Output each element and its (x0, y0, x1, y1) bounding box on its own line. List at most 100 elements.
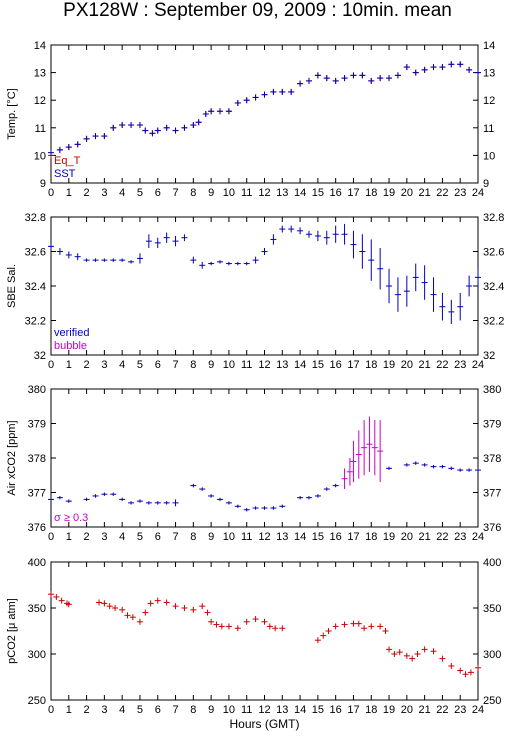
x-tick-label: 7 (172, 359, 178, 371)
data-point (368, 239, 375, 281)
x-tick-label: 16 (330, 187, 342, 199)
data-point (234, 261, 241, 266)
panel-4: 0 1 2 3 4 5 6 7 8 9 10 11 12 13 14 15 16 17 18 19 20 21 22 23 24… (6, 557, 501, 731)
x-tick-label: 6 (155, 359, 161, 371)
data-point (297, 227, 304, 235)
data-point (377, 420, 384, 483)
y-tick-label-left: 377 (28, 488, 46, 500)
data-point (142, 609, 149, 616)
data-point (332, 225, 339, 243)
x-tick-label: 10 (223, 704, 235, 716)
data-point (386, 268, 393, 304)
x-tick-label: 23 (454, 187, 466, 199)
x-tick-label: 24 (472, 187, 484, 199)
x-tick-label: 15 (312, 187, 324, 199)
data-point (323, 487, 330, 491)
data-point (252, 94, 259, 101)
legend-entry: bubble (54, 340, 87, 352)
y-tick-label-right: 400 (483, 557, 501, 569)
data-point (147, 600, 154, 607)
x-tick-label: 7 (172, 531, 178, 543)
x-tick-label: 18 (365, 187, 377, 199)
data-point (323, 75, 330, 82)
data-point (208, 494, 215, 498)
data-point (101, 133, 108, 140)
data-point (270, 234, 277, 245)
data-point (332, 483, 339, 488)
data-point (172, 235, 179, 247)
x-tick-label: 1 (66, 359, 72, 371)
x-tick-label: 5 (137, 531, 143, 543)
data-point (58, 597, 65, 604)
data-point (371, 420, 378, 476)
data-point (112, 605, 119, 611)
y-tick-label-left: 400 (28, 557, 46, 569)
x-axis-label: Hours (GMT) (230, 717, 300, 731)
data-point (377, 75, 384, 82)
data-point (297, 495, 304, 500)
x-tick-label: 2 (84, 704, 90, 716)
data-point (359, 72, 366, 79)
data-point (234, 625, 241, 632)
data-point (261, 618, 268, 625)
data-point (149, 130, 156, 137)
y-tick-label-right: 377 (483, 488, 501, 500)
data-point (172, 499, 179, 507)
x-tick-label: 6 (155, 187, 161, 199)
data-point (225, 261, 232, 266)
data-point (305, 77, 312, 84)
x-tick-label: 5 (137, 359, 143, 371)
data-point (119, 497, 126, 502)
x-tick-label: 5 (137, 187, 143, 199)
data-point (181, 234, 188, 242)
x-tick-label: 0 (48, 187, 54, 199)
data-point (128, 122, 135, 129)
x-tick-label: 9 (208, 359, 214, 371)
y-tick-label-right: 13 (483, 68, 495, 80)
x-tick-label: 14 (294, 359, 306, 371)
data-point (119, 606, 126, 613)
data-point (199, 603, 206, 610)
y-tick-label-right: 250 (483, 695, 501, 707)
data-point (252, 616, 259, 623)
data-point (386, 75, 393, 82)
data-point (119, 258, 126, 262)
data-point (266, 623, 273, 630)
data-point (136, 122, 143, 129)
data-point (341, 75, 348, 82)
x-tick-label: 6 (155, 704, 161, 716)
data-point (190, 122, 197, 129)
x-tick-label: 21 (419, 187, 431, 199)
data-point (234, 99, 241, 106)
x-tick-label: 21 (419, 704, 431, 716)
data-point (243, 261, 250, 266)
x-tick-label: 7 (172, 187, 178, 199)
data-point (414, 651, 421, 657)
x-tick-label: 13 (276, 359, 288, 371)
y-tick-label-left: 32.8 (25, 212, 46, 224)
data-point (382, 628, 389, 634)
x-tick-label: 10 (223, 187, 235, 199)
data-point (225, 108, 232, 115)
y-tick-label-left: 378 (28, 453, 46, 465)
annotation-label: σ ≥ 0.3 (54, 512, 88, 524)
x-tick-label: 1 (66, 187, 72, 199)
data-point (190, 606, 197, 613)
y-tick-label-left: 350 (28, 603, 46, 615)
y-tick-label-right: 379 (483, 419, 501, 431)
x-tick-label: 19 (383, 704, 395, 716)
data-point (234, 504, 241, 509)
data-point (350, 230, 357, 259)
x-tick-label: 21 (419, 359, 431, 371)
data-point (466, 468, 473, 472)
data-point (110, 124, 117, 131)
data-point (359, 234, 366, 269)
data-point (190, 256, 197, 264)
x-tick-label: 10 (223, 359, 235, 371)
data-point (361, 420, 368, 476)
x-tick-label: 2 (84, 187, 90, 199)
x-tick-label: 19 (383, 187, 395, 199)
data-point (272, 625, 279, 632)
data-point (421, 265, 428, 300)
x-tick-label: 11 (241, 531, 252, 543)
